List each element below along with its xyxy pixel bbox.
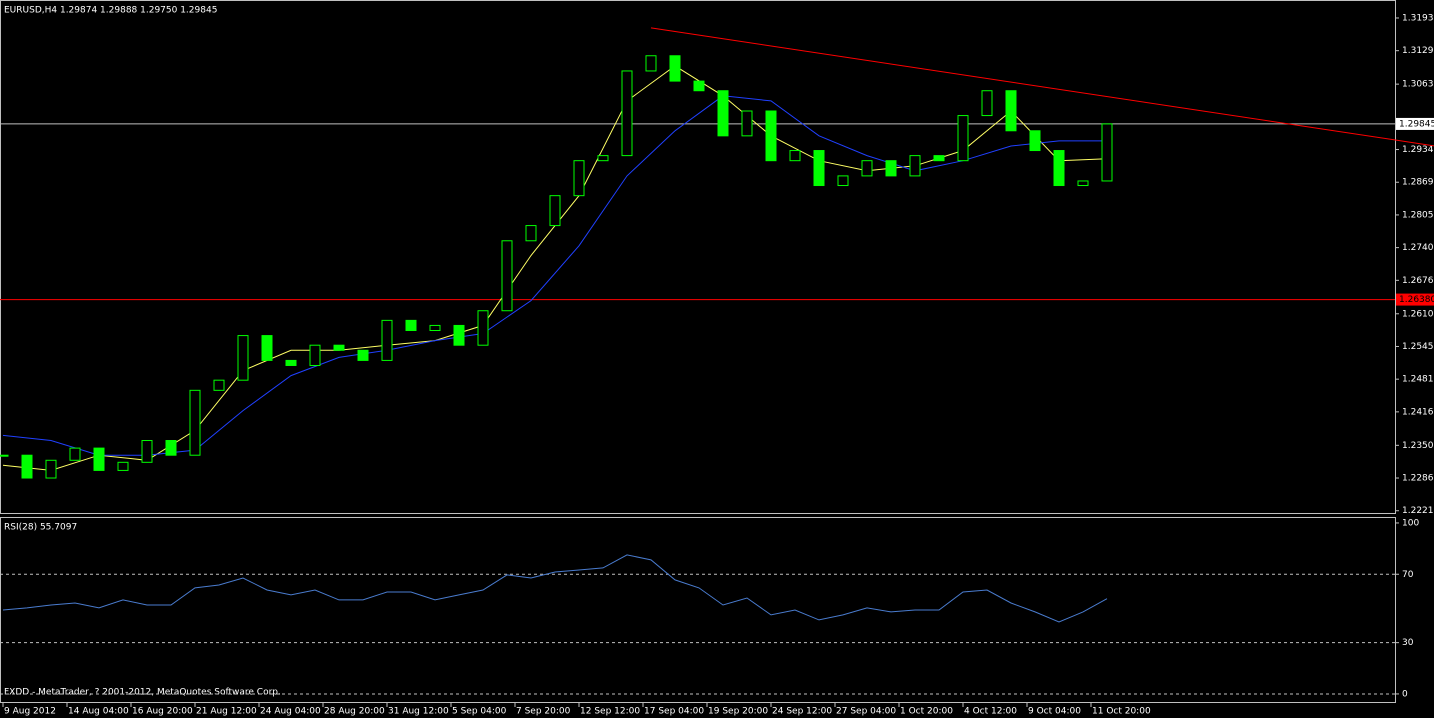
x-tick-label: 24 Aug 04:00 [260, 707, 321, 717]
footer: FXDD - MetaTrader, ? 2001-2012, MetaQuot… [4, 688, 281, 698]
candle [213, 379, 225, 391]
candle [525, 225, 537, 242]
candle [909, 155, 921, 177]
x-tick-label: 31 Aug 12:00 [388, 707, 449, 717]
price-box [1396, 117, 1434, 130]
rsi-frame [0, 517, 1396, 703]
y-tick-label: 1.24165 [1402, 407, 1434, 417]
y-tick-label: 1.29340 [1402, 145, 1434, 155]
candle [789, 150, 801, 162]
candle [69, 447, 81, 461]
candle [381, 319, 393, 361]
candle [669, 55, 681, 82]
candle [933, 155, 945, 162]
candle [549, 195, 561, 227]
candle [1029, 130, 1041, 152]
x-tick-label: 9 Aug 2012 [4, 707, 56, 717]
candle [453, 324, 465, 346]
candle [885, 160, 897, 177]
candle [309, 344, 321, 366]
y-tick-label: 1.22215 [1402, 506, 1434, 516]
candle [261, 335, 273, 361]
y-tick-label: 30 [1402, 638, 1414, 648]
chart-title: EURUSD,H4 1.29874 1.29888 1.29750 1.2984… [4, 6, 217, 16]
candle [741, 110, 753, 137]
y-tick-label: 100 [1402, 518, 1419, 528]
x-tick-label: 28 Aug 20:00 [324, 707, 385, 717]
candle [93, 447, 105, 471]
candle [813, 150, 825, 187]
x-tick-label: 7 Sep 20:00 [516, 707, 571, 717]
y-tick-label: 1.23505 [1402, 441, 1434, 451]
y-tick-label: 1.26100 [1402, 309, 1434, 319]
candle [693, 80, 705, 92]
y-tick-label: 0 [1402, 689, 1408, 699]
rsi-line [2, 554, 1108, 623]
candle [717, 90, 729, 137]
candle [189, 389, 201, 456]
candle [597, 155, 609, 162]
price-label: 1.26380 [1399, 295, 1434, 305]
candle [765, 110, 777, 162]
x-tick-label: 9 Oct 04:00 [1028, 707, 1081, 717]
candle [405, 319, 417, 332]
candle [981, 90, 993, 117]
candle [0, 454, 9, 457]
x-tick-label: 4 Oct 12:00 [964, 707, 1017, 717]
x-tick-label: 5 Sep 04:00 [452, 707, 507, 717]
x-tick-label: 21 Aug 12:00 [196, 707, 257, 717]
candle [45, 459, 57, 479]
candle [165, 440, 177, 456]
candle [117, 461, 129, 471]
y-tick-label: 1.27405 [1402, 243, 1434, 253]
y-tick-label: 1.30630 [1402, 80, 1434, 90]
candle [21, 454, 33, 479]
x-tick-label: 11 Oct 20:00 [1092, 707, 1151, 717]
price-box [1396, 293, 1434, 306]
x-tick-label: 17 Sep 04:00 [644, 707, 704, 717]
candle [573, 160, 585, 197]
candle [237, 335, 249, 381]
y-tick-label: 1.31935 [1402, 13, 1434, 23]
y-tick-label: 1.28695 [1402, 178, 1434, 188]
y-tick-label: 1.22860 [1402, 474, 1434, 484]
candle [141, 440, 153, 463]
candle [861, 160, 873, 177]
trendline [650, 27, 1434, 147]
x-tick-label: 1 Oct 20:00 [900, 707, 953, 717]
y-tick-label: 1.25455 [1402, 342, 1434, 352]
x-tick-label: 16 Aug 20:00 [132, 707, 193, 717]
x-tick-label: 12 Sep 12:00 [580, 707, 640, 717]
x-tick-label: 27 Sep 04:00 [836, 707, 896, 717]
y-tick-label: 1.24810 [1402, 375, 1434, 385]
candle [285, 359, 297, 366]
candle [477, 310, 489, 346]
y-tick-label: 1.26760 [1402, 276, 1434, 286]
candle [837, 175, 849, 187]
candle [501, 240, 513, 312]
x-tick-label: 24 Sep 12:00 [772, 707, 832, 717]
x-tick-label: 19 Sep 20:00 [708, 707, 768, 717]
candle [645, 55, 657, 72]
candle [357, 349, 369, 361]
rsi-title: RSI(28) 55.7097 [4, 523, 77, 533]
candle [429, 324, 441, 332]
y-tick-label: 1.31290 [1402, 46, 1434, 56]
main-frame [0, 0, 1396, 514]
candle [1077, 180, 1089, 187]
y-tick-label: 70 [1402, 570, 1414, 580]
y-tick-label: 1.28050 [1402, 210, 1434, 220]
candle [1053, 150, 1065, 187]
candle [1005, 90, 1017, 132]
candle [333, 344, 345, 351]
candle [621, 70, 633, 157]
price-label: 1.29845 [1399, 119, 1434, 129]
x-tick-label: 14 Aug 04:00 [68, 707, 129, 717]
candle [957, 115, 969, 162]
candle [1101, 123, 1113, 182]
moving-average [2, 95, 1107, 456]
